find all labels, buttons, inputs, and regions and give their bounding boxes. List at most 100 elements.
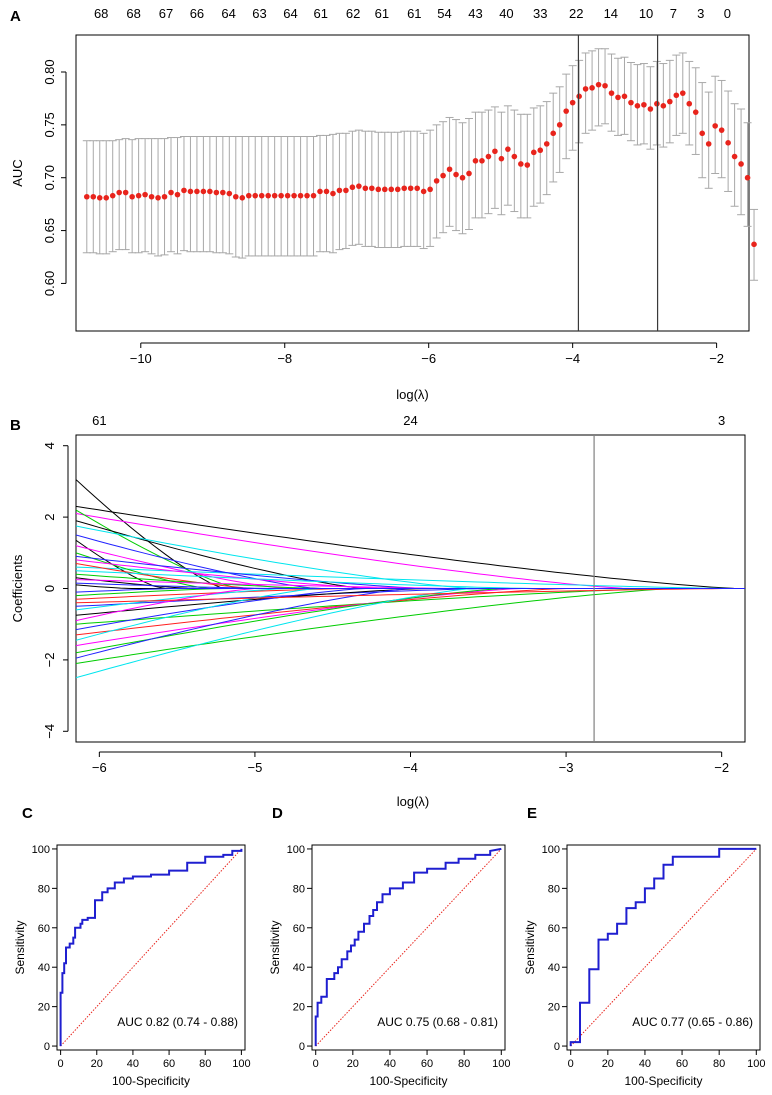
x-tick-label: 100	[232, 1058, 250, 1070]
data-point	[595, 81, 602, 88]
data-point	[220, 189, 226, 196]
x-tick-label: 80	[713, 1058, 725, 1070]
data-point	[109, 192, 116, 199]
y-tick-label: 0.80	[42, 59, 57, 84]
roc-curve	[569, 847, 757, 1047]
data-point	[511, 153, 518, 160]
coefficient-path	[76, 505, 745, 589]
y-tick-label: 20	[548, 1002, 560, 1014]
data-point	[582, 86, 589, 92]
y-tick-label: 100	[287, 844, 305, 856]
reference-diagonal	[60, 848, 242, 1047]
data-point	[278, 192, 284, 199]
data-point	[116, 189, 122, 196]
data-point	[304, 192, 310, 199]
data-point	[310, 192, 317, 199]
top-axis-label: 63	[252, 6, 266, 21]
x-tick-label: −2	[714, 760, 729, 775]
y-tick-label: 100	[32, 844, 50, 856]
data-point	[174, 191, 181, 198]
data-point	[660, 103, 667, 109]
data-point	[232, 193, 239, 200]
data-point	[103, 195, 110, 201]
top-axis-label: 61	[407, 6, 421, 21]
y-tick-label: 0	[299, 1041, 305, 1053]
data-point	[692, 109, 699, 115]
x-tick-label: 80	[458, 1058, 470, 1070]
data-point	[356, 183, 362, 189]
data-point	[297, 192, 304, 199]
data-point	[543, 141, 550, 147]
coefficient-path	[76, 479, 745, 589]
data-point	[349, 184, 356, 191]
x-axis-title: 100-Specificity	[369, 1074, 447, 1088]
data-point	[667, 98, 673, 105]
x-tick-label: 20	[91, 1058, 103, 1070]
data-point	[751, 241, 757, 248]
x-axis-title: log(λ)	[396, 387, 429, 402]
x-tick-label: 20	[347, 1058, 359, 1070]
data-point	[239, 195, 246, 201]
x-tick-label: −10	[130, 351, 152, 366]
data-point	[550, 130, 557, 137]
data-point	[466, 170, 472, 177]
data-point	[200, 188, 207, 195]
reference-diagonal	[570, 848, 757, 1047]
top-axis-label: 61	[375, 6, 389, 21]
panel-letter-e: E	[527, 805, 537, 822]
top-axis-label: 64	[283, 6, 297, 21]
top-axis-label: 10	[639, 6, 653, 21]
y-axis-title: Coefficients	[10, 554, 25, 622]
coefficient-path	[76, 588, 745, 593]
auc-annotation: AUC 0.77 (0.65 - 0.86)	[632, 1015, 753, 1029]
x-tick-label: −5	[248, 760, 263, 775]
chart-d-roc: 0 20 40 60 80 100 0 20 40 60 80 100 100-Specificity S…	[268, 844, 510, 1088]
data-point	[207, 188, 213, 195]
data-point	[576, 93, 582, 100]
y-tick-label: 60	[548, 923, 560, 935]
x-tick-label: 60	[421, 1058, 433, 1070]
coefficient-path	[76, 588, 745, 616]
y-axis-title: Sensitivity	[13, 920, 27, 974]
data-point	[608, 90, 615, 96]
data-point	[291, 192, 297, 199]
data-point	[161, 193, 168, 200]
data-point	[187, 188, 194, 195]
data-point	[252, 192, 259, 199]
data-point	[343, 187, 349, 194]
data-point	[479, 158, 485, 164]
data-point	[472, 158, 479, 164]
data-point	[96, 195, 103, 201]
data-point	[414, 185, 420, 192]
coefficient-path	[76, 566, 745, 589]
reference-diagonal	[315, 848, 502, 1047]
y-tick-label: 0.60	[42, 271, 57, 296]
data-point	[440, 172, 446, 179]
x-tick-label: 80	[199, 1058, 211, 1070]
y-tick-label: 100	[542, 844, 560, 856]
y-tick-label: 40	[548, 962, 560, 974]
coefficient-path	[76, 588, 745, 625]
y-axis-title: AUC	[10, 159, 25, 186]
data-point	[641, 101, 647, 108]
top-axis-label: 61	[92, 413, 106, 428]
data-point	[375, 186, 382, 193]
x-tick-label: −4	[565, 351, 580, 366]
x-tick-label: −6	[421, 351, 436, 366]
data-point	[148, 193, 155, 200]
top-axis-label: 43	[468, 6, 482, 21]
chart-c-roc: 0 20 40 60 80 100 0 20 40 60 80 100 100-Specificity S…	[13, 844, 251, 1088]
data-point	[420, 188, 427, 195]
top-axis-label: 33	[533, 6, 547, 21]
x-tick-label: 0	[58, 1058, 64, 1070]
top-axis-label: 3	[718, 413, 725, 428]
data-point	[744, 174, 751, 181]
data-point	[615, 94, 621, 101]
x-tick-label: 100	[492, 1058, 510, 1070]
data-point	[271, 192, 278, 199]
data-point	[245, 192, 252, 199]
x-axis-title: log(λ)	[397, 794, 430, 809]
y-tick-label: 0	[44, 1041, 50, 1053]
data-point	[518, 161, 524, 167]
